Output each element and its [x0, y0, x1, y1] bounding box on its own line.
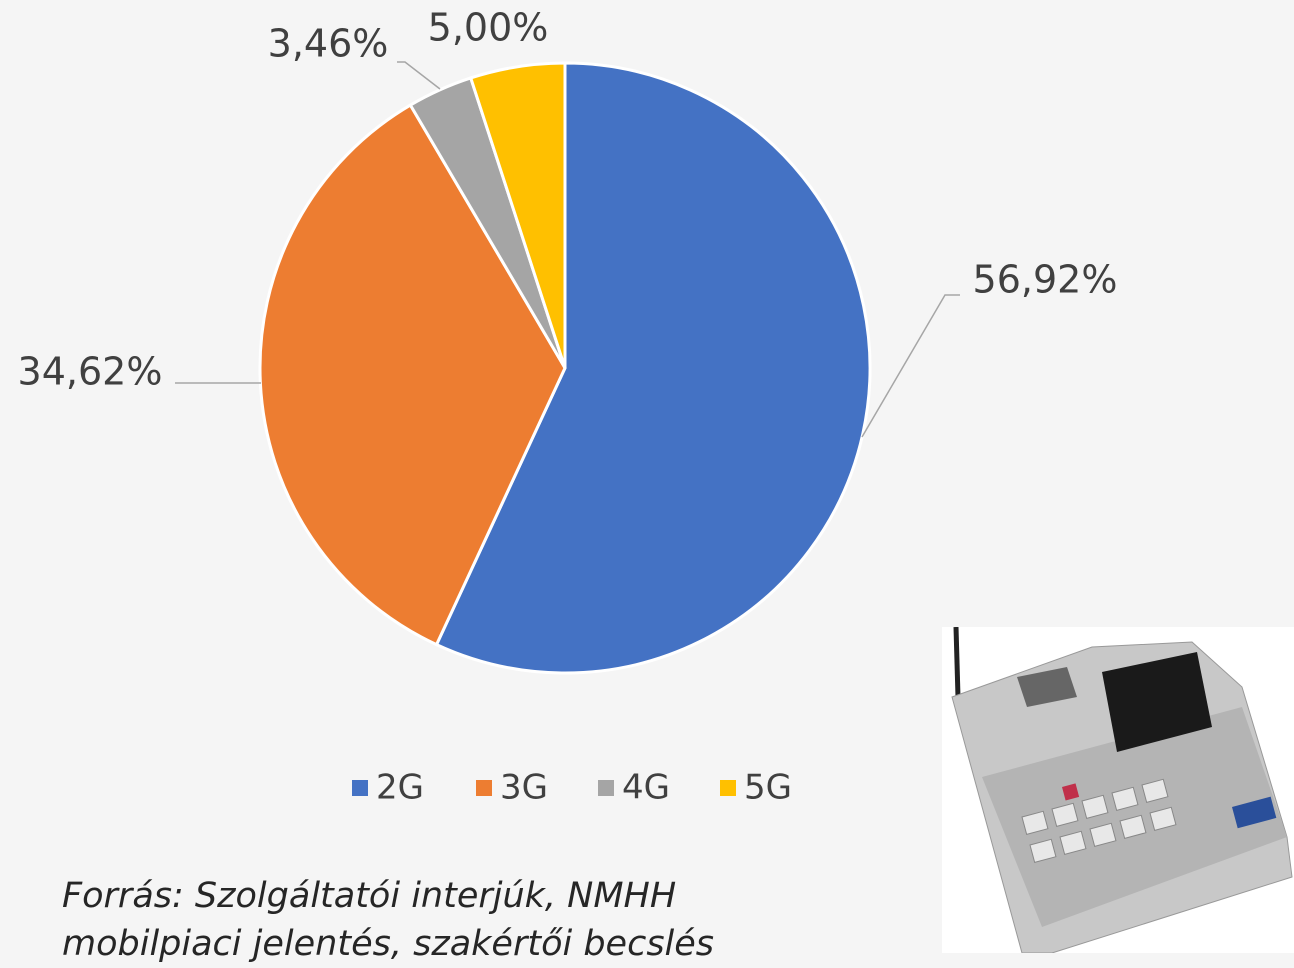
legend-label: 5G: [744, 768, 792, 808]
legend-label: 3G: [500, 768, 548, 808]
leader-line: [862, 295, 960, 437]
data-label: 56,92%: [973, 258, 1118, 302]
data-label: 5,00%: [428, 6, 549, 50]
legend-label: 2G: [376, 768, 424, 808]
legend-swatch: [352, 780, 368, 796]
source-note: Forrás: Szolgáltatói interjúk, NMHH mobi…: [62, 872, 822, 968]
page: 56,92%34,62%3,46%5,00%2G3G4G5G Forrás: S…: [0, 0, 1294, 953]
legend-swatch: [720, 780, 736, 796]
legend-swatch: [476, 780, 492, 796]
data-label: 3,46%: [268, 22, 389, 66]
legend-label: 4G: [622, 768, 670, 808]
leader-line: [397, 62, 440, 89]
data-label: 34,62%: [18, 350, 163, 394]
legend-swatch: [598, 780, 614, 796]
cash-register-photo: [942, 627, 1294, 953]
